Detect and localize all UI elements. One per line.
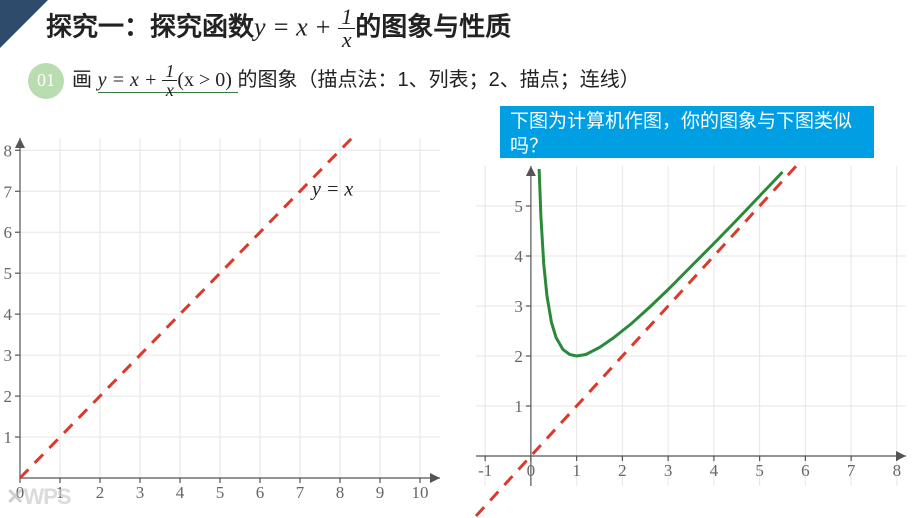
sub-equation: y = x + 1x(x > 0) — [98, 69, 238, 93]
svg-text:2: 2 — [618, 461, 627, 480]
svg-text:5: 5 — [514, 197, 523, 216]
svg-text:0: 0 — [527, 461, 536, 480]
svg-text:3: 3 — [514, 297, 523, 316]
title-eq-sign: = — [266, 12, 297, 41]
sub-rest: 的图象（描点法：1、列表；2、描点；连线） — [238, 69, 640, 91]
svg-text:3: 3 — [4, 346, 13, 365]
svg-text:2: 2 — [96, 483, 105, 502]
svg-text:5: 5 — [216, 483, 225, 502]
svg-text:y = x: y = x — [310, 178, 353, 200]
svg-text:4: 4 — [176, 483, 185, 502]
subtitle-text: 画 y = x + 1x(x > 0) 的图象（描点法：1、列表；2、描点；连线… — [72, 62, 640, 99]
svg-text:6: 6 — [256, 483, 265, 502]
svg-text:4: 4 — [514, 247, 523, 266]
svg-text:4: 4 — [4, 305, 13, 324]
title-prefix: 探究一：探究函数 — [46, 11, 254, 41]
svg-text:8: 8 — [336, 483, 345, 502]
svg-text:9: 9 — [376, 483, 385, 502]
svg-text:3: 3 — [664, 461, 673, 480]
svg-text:7: 7 — [847, 461, 856, 480]
svg-text:10: 10 — [412, 483, 429, 502]
svg-text:4: 4 — [710, 461, 719, 480]
svg-text:1: 1 — [572, 461, 581, 480]
title-eq-plus: + — [308, 12, 339, 41]
svg-text:7: 7 — [296, 483, 305, 502]
subtitle-row: 01 画 y = x + 1x(x > 0) 的图象（描点法：1、列表；2、描点… — [28, 62, 640, 99]
slide-page: 探究一：探究函数y = x + 1x的图象与性质 01 画 y = x + 1x… — [0, 0, 920, 518]
svg-text:2: 2 — [4, 387, 13, 406]
main-title: 探究一：探究函数y = x + 1x的图象与性质 — [46, 6, 511, 51]
svg-text:1: 1 — [514, 397, 523, 416]
svg-text:8: 8 — [893, 461, 902, 480]
title-eq-lhs: y — [254, 12, 266, 41]
svg-text:6: 6 — [4, 223, 13, 242]
svg-text:1: 1 — [4, 428, 13, 447]
title-suffix: 的图象与性质 — [355, 11, 511, 41]
svg-text:8: 8 — [4, 141, 13, 160]
left-chart: 01234567891012345678y = x — [0, 128, 448, 518]
title-frac: 1x — [338, 6, 355, 51]
svg-text:5: 5 — [4, 264, 13, 283]
sub-draw: 画 — [72, 69, 92, 91]
svg-text:5: 5 — [755, 461, 764, 480]
corner-accent — [0, 0, 48, 48]
svg-text:-1: -1 — [478, 461, 492, 480]
svg-text:6: 6 — [801, 461, 810, 480]
svg-text:3: 3 — [136, 483, 145, 502]
svg-text:7: 7 — [4, 182, 13, 201]
title-eq-x: x — [296, 12, 308, 41]
info-box: 下图为计算机作图，你的图象与下图类似吗？ — [500, 106, 874, 158]
watermark: ✕WPS — [6, 484, 71, 510]
step-badge: 01 — [28, 63, 64, 99]
svg-text:2: 2 — [514, 347, 523, 366]
right-chart: -1 0 1 2 3 4 5 6 7 8 1 2 3 4 5 — [440, 160, 920, 518]
